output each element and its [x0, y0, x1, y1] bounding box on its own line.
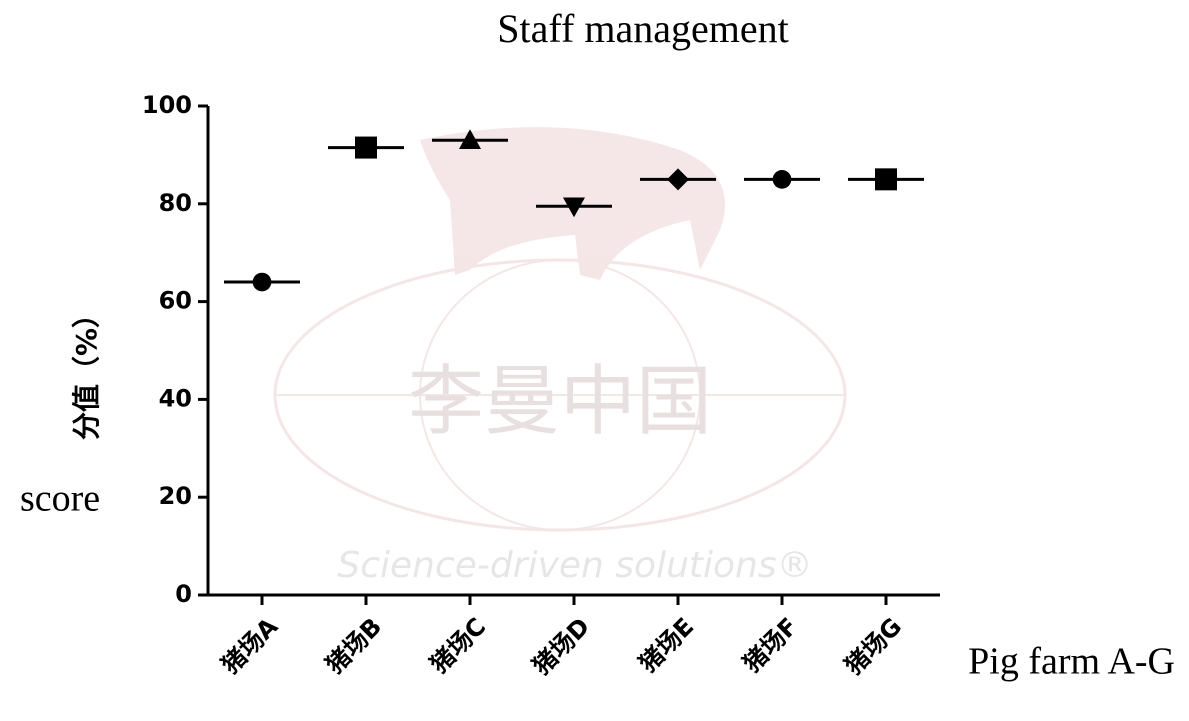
y-tick-label: 80 [159, 189, 192, 217]
marker [563, 197, 585, 218]
watermark-text: 李曼中国 [408, 360, 712, 444]
marker [667, 168, 689, 191]
watermark [273, 127, 847, 532]
marker [772, 170, 792, 189]
marker [459, 129, 481, 150]
y-tick-label: 100 [142, 91, 192, 119]
x-tick-label: 猪场A [216, 612, 283, 679]
marker [875, 168, 897, 191]
marker [252, 272, 272, 292]
x-tick-label: 猪场F [738, 612, 803, 677]
watermark-globe-line [419, 259, 701, 531]
watermark-globe [273, 258, 847, 532]
x-tick-label: 猪场B [321, 612, 388, 679]
marker [355, 136, 377, 159]
x-tick-label: 猪场E [634, 612, 699, 677]
watermark-tagline: Science-driven solutions® [337, 545, 812, 586]
x-tick-label: 猪场D [527, 612, 595, 680]
x-tick-label: 猪场G [840, 612, 908, 680]
y-tick-label: 60 [159, 287, 192, 315]
chart-title: Staff management [497, 6, 788, 51]
y-axis-label-en: score [20, 478, 100, 520]
x-tick-label: 猪场C [425, 612, 491, 678]
y-tick-label: 20 [159, 482, 192, 510]
y-tick-label: 40 [159, 384, 192, 412]
y-axis-label: 分值（%） [70, 300, 103, 440]
y-tick-label: 0 [175, 580, 192, 608]
x-axis-label-en: Pig farm A-G [968, 641, 1175, 683]
